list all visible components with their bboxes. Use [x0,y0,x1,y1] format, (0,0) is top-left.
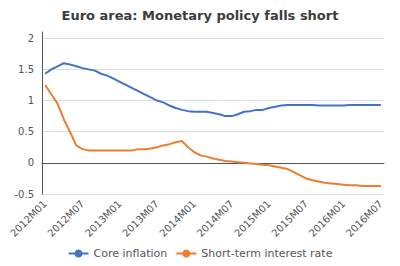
svg-text:2015M01: 2015M01 [232,198,273,239]
svg-text:1.5: 1.5 [18,64,34,75]
svg-text:2012M01: 2012M01 [8,198,49,239]
svg-text:2: 2 [28,33,34,44]
svg-text:2013M07: 2013M07 [120,198,161,239]
svg-text:2016M07: 2016M07 [344,198,385,239]
svg-text:2012M07: 2012M07 [45,198,86,239]
svg-text:2015M07: 2015M07 [269,198,310,239]
svg-text:2014M07: 2014M07 [195,198,236,239]
svg-text:Euro area: Monetary policy fal: Euro area: Monetary policy falls short [62,8,339,23]
svg-text:Core inflation: Core inflation [94,247,168,260]
svg-text:-0.5: -0.5 [14,189,34,200]
svg-text:1: 1 [28,95,34,106]
svg-text:2014M01: 2014M01 [157,198,198,239]
svg-text:0: 0 [28,157,34,168]
svg-text:0.5: 0.5 [18,126,34,137]
svg-text:Short-term interest rate: Short-term interest rate [201,247,332,260]
svg-text:2016M01: 2016M01 [307,198,348,239]
svg-text:2013M01: 2013M01 [83,198,124,239]
